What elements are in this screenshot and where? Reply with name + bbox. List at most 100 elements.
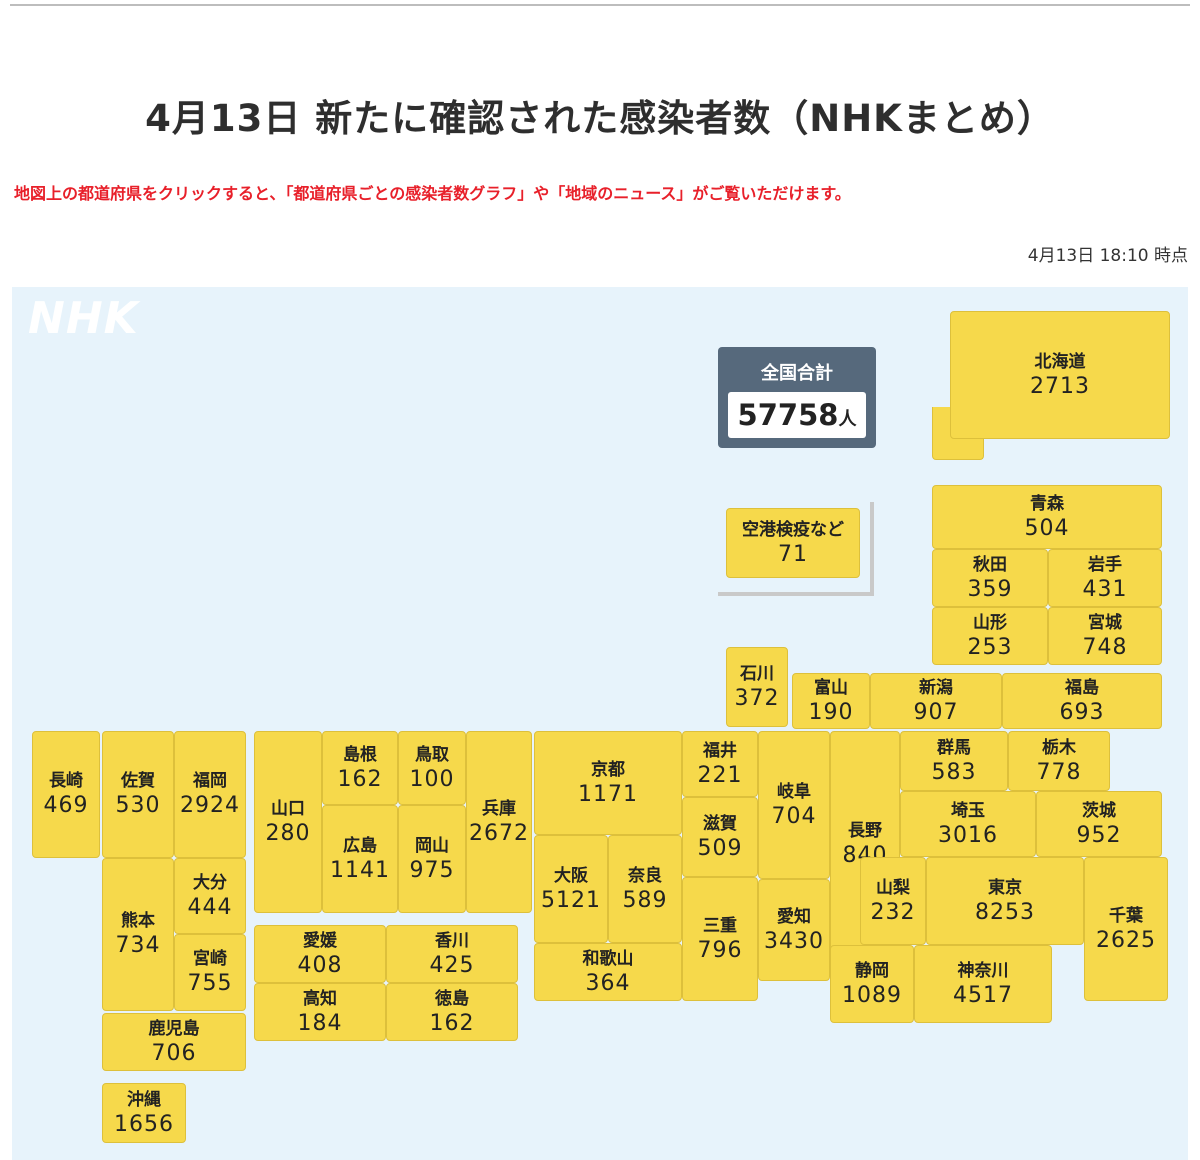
pref-count: 706 <box>151 1040 197 1066</box>
pref-count: 232 <box>870 899 916 925</box>
pref-shiga[interactable]: 滋賀 509 <box>682 797 758 877</box>
pref-name: 大分 <box>193 872 227 893</box>
pref-name: 山形 <box>973 612 1007 633</box>
pref-chiba[interactable]: 千葉 2625 <box>1084 857 1168 1001</box>
pref-iwate[interactable]: 岩手 431 <box>1048 549 1162 607</box>
pref-name: 熊本 <box>121 911 155 931</box>
national-total-panel: 全国合計 57758人 <box>718 347 876 448</box>
pref-yamanashi[interactable]: 山梨 232 <box>860 857 926 945</box>
pref-ehime[interactable]: 愛媛 408 <box>254 925 386 983</box>
pref-aomori[interactable]: 青森 504 <box>932 485 1162 549</box>
pref-name: 奈良 <box>628 865 662 886</box>
pref-count: 4517 <box>953 982 1013 1008</box>
pref-yamaguchi[interactable]: 山口 280 <box>254 731 322 913</box>
pref-oita[interactable]: 大分 444 <box>174 858 246 934</box>
pref-count: 100 <box>409 766 455 792</box>
click-notice: 地図上の都道府県をクリックすると、「都道府県ごとの感染者数グラフ」や「地域のニュ… <box>14 184 851 203</box>
pref-count: 425 <box>429 952 475 978</box>
pref-name: 島根 <box>343 744 377 765</box>
pref-name: 岡山 <box>415 835 449 856</box>
pref-nara[interactable]: 奈良 589 <box>608 835 682 943</box>
pref-kanagawa[interactable]: 神奈川 4517 <box>914 945 1052 1023</box>
pref-count: 734 <box>115 933 161 958</box>
pref-wakayama[interactable]: 和歌山 364 <box>534 943 682 1001</box>
pref-name: 神奈川 <box>957 960 1009 981</box>
pref-fukui[interactable]: 福井 221 <box>682 731 758 797</box>
pref-count: 280 <box>265 820 311 846</box>
pref-saitama[interactable]: 埼玉 3016 <box>900 791 1036 857</box>
pref-hokkaido[interactable]: 北海道 2713 <box>950 311 1170 439</box>
pref-name: 長崎 <box>49 771 83 791</box>
pref-count: 253 <box>967 634 1013 660</box>
pref-airport[interactable]: 空港検疫など 71 <box>726 508 860 578</box>
pref-count: 509 <box>697 835 743 861</box>
pref-aichi[interactable]: 愛知 3430 <box>758 879 830 981</box>
pref-tottori[interactable]: 鳥取 100 <box>398 731 466 805</box>
pref-mie[interactable]: 三重 796 <box>682 877 758 1001</box>
pref-saga[interactable]: 佐賀 530 <box>102 731 174 858</box>
pref-kochi[interactable]: 高知 184 <box>254 983 386 1041</box>
pref-name: 徳島 <box>435 988 469 1009</box>
pref-count: 3430 <box>764 928 824 954</box>
pref-count: 408 <box>297 952 343 978</box>
pref-name: 静岡 <box>855 960 889 981</box>
pref-name: 高知 <box>303 988 337 1009</box>
pref-count: 583 <box>931 759 977 785</box>
pref-okinawa[interactable]: 沖縄 1656 <box>102 1083 186 1143</box>
pref-kyoto[interactable]: 京都 1171 <box>534 731 682 835</box>
pref-niigata[interactable]: 新潟 907 <box>870 673 1002 729</box>
pref-name: 佐賀 <box>121 771 155 791</box>
pref-name: 三重 <box>703 915 737 936</box>
pref-shimane[interactable]: 島根 162 <box>322 731 398 805</box>
pref-name: 長野 <box>848 820 882 841</box>
pref-osaka[interactable]: 大阪 5121 <box>534 835 608 943</box>
pref-count: 431 <box>1082 576 1128 602</box>
pref-count: 5121 <box>541 887 601 913</box>
pref-count: 748 <box>1082 634 1128 660</box>
pref-count: 704 <box>771 803 817 829</box>
pref-toyama[interactable]: 富山 190 <box>792 673 870 729</box>
pref-tochigi[interactable]: 栃木 778 <box>1008 731 1110 791</box>
pref-miyazaki[interactable]: 宮崎 755 <box>174 934 246 1011</box>
pref-name: 福井 <box>703 740 737 761</box>
pref-ibaraki[interactable]: 茨城 952 <box>1036 791 1162 857</box>
pref-hiroshima[interactable]: 広島 1141 <box>322 805 398 913</box>
pref-miyagi[interactable]: 宮城 748 <box>1048 607 1162 665</box>
pref-nagasaki[interactable]: 長崎 469 <box>32 731 100 858</box>
pref-count: 162 <box>429 1010 475 1036</box>
pref-count: 504 <box>1024 515 1070 541</box>
pref-count: 589 <box>622 887 668 913</box>
pref-count: 1171 <box>578 781 638 807</box>
pref-name: 北海道 <box>1034 351 1086 372</box>
national-total-value: 57758 <box>737 398 839 432</box>
pref-count: 2672 <box>469 820 529 846</box>
pref-kumamoto[interactable]: 熊本 734 <box>102 858 174 1011</box>
pref-fukuoka[interactable]: 福岡 2924 <box>174 731 246 858</box>
pref-name: 石川 <box>740 663 774 684</box>
pref-hyogo[interactable]: 兵庫 2672 <box>466 731 532 913</box>
pref-kagawa[interactable]: 香川 425 <box>386 925 518 983</box>
pref-yamagata[interactable]: 山形 253 <box>932 607 1048 665</box>
pref-gifu[interactable]: 岐阜 704 <box>758 731 830 879</box>
pref-count: 469 <box>43 793 89 818</box>
pref-nagano[interactable]: 長野 840 <box>830 731 900 957</box>
pref-kagoshima[interactable]: 鹿児島 706 <box>102 1013 246 1071</box>
pref-name: 和歌山 <box>582 948 634 969</box>
pref-name: 山梨 <box>876 877 910 898</box>
pref-count: 162 <box>337 766 383 792</box>
pref-count: 190 <box>808 699 854 725</box>
pref-ishikawa[interactable]: 石川 372 <box>726 647 788 727</box>
pref-fukushima[interactable]: 福島 693 <box>1002 673 1162 729</box>
pref-name: 福岡 <box>193 771 227 791</box>
pref-okayama[interactable]: 岡山 975 <box>398 805 466 913</box>
pref-name: 兵庫 <box>482 798 516 819</box>
top-divider <box>10 4 1190 6</box>
pref-gunma[interactable]: 群馬 583 <box>900 731 1008 791</box>
pref-count: 975 <box>409 857 455 883</box>
pref-akita[interactable]: 秋田 359 <box>932 549 1048 607</box>
pref-count: 1089 <box>842 982 902 1008</box>
pref-shizuoka[interactable]: 静岡 1089 <box>830 945 914 1023</box>
pref-tokushima[interactable]: 徳島 162 <box>386 983 518 1041</box>
pref-tokyo[interactable]: 東京 8253 <box>926 857 1084 945</box>
pref-name: 秋田 <box>973 554 1007 575</box>
